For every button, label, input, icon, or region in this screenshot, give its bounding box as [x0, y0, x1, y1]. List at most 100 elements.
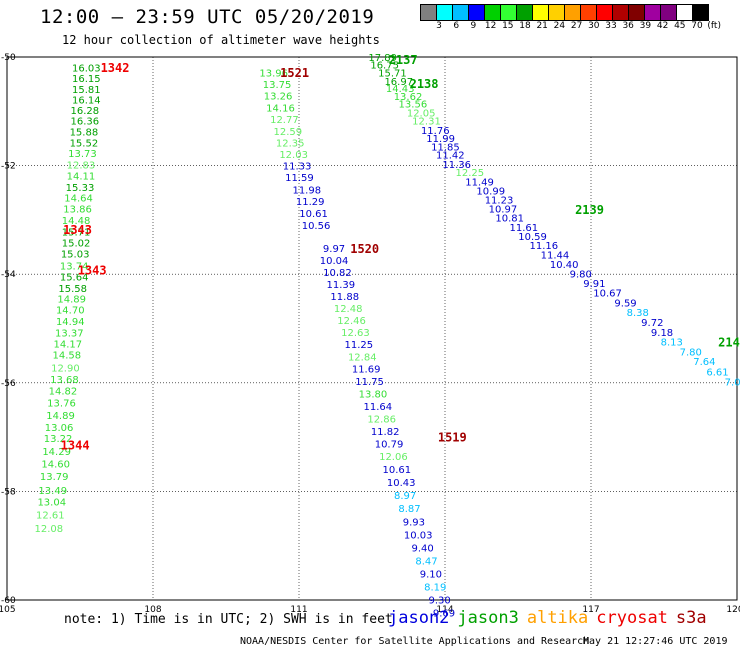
wave-height-label: 14.94 — [56, 317, 85, 328]
colorbar-labels: 3 6 9 12 15 18 21 24 27 30 33 36 39 42 45 70 (ft) — [420, 21, 740, 35]
x-tick-label: 108 — [144, 605, 161, 615]
wave-height-label: 8.13 — [661, 338, 683, 349]
wave-height-label: 15.33 — [66, 183, 95, 194]
wave-height-label: 10.81 — [495, 214, 524, 225]
wave-height-label: 11.39 — [327, 280, 356, 291]
wave-height-label: 14.82 — [49, 386, 78, 397]
colorbar-tick-label: 27 — [570, 21, 583, 31]
wave-height-label: 10.67 — [593, 289, 622, 300]
wave-height-label: 10.79 — [375, 440, 404, 451]
pass-number-label: 2138 — [410, 77, 439, 91]
wave-height-label: 12.90 — [51, 364, 80, 375]
wave-height-label: 13.86 — [63, 204, 92, 215]
wave-height-label: 14.60 — [41, 460, 70, 471]
y-tick-label: -54 — [1, 270, 16, 280]
colorbar-tick-label: 70 — [691, 21, 703, 31]
wave-height-label: 15.52 — [70, 138, 99, 149]
wave-height-label: 11.61 — [510, 223, 539, 234]
wave-height-label: 11.23 — [485, 195, 514, 206]
wave-height-label: 10.43 — [387, 478, 416, 489]
colorbar — [420, 4, 709, 21]
wave-height-label: 14.89 — [57, 295, 86, 306]
plot-frame — [6, 56, 738, 601]
wave-height-label: 15.03 — [61, 250, 90, 261]
wave-height-label: 15.02 — [62, 239, 91, 250]
colorbar-tick-label: 36 — [622, 21, 634, 31]
colorbar-tick-label: 42 — [656, 21, 669, 31]
wave-height-label: 8.19 — [424, 582, 446, 593]
wave-height-label: 15.71 — [62, 227, 91, 238]
wave-height-label: 11.64 — [364, 402, 393, 413]
wave-height-label: 13.26 — [264, 92, 293, 103]
wave-height-label: 14.29 — [42, 447, 71, 458]
wave-height-label: 11.85 — [431, 143, 460, 154]
wave-height-label: 11.76 — [421, 126, 450, 137]
pass-labels: 1342 1343 1343 1344 1521 1520 1519 2137 2138 2139… — [61, 53, 740, 453]
wave-height-label: 7.64 — [693, 357, 715, 368]
wave-height-label: 16.97 — [384, 77, 413, 88]
pass-number-label: 1343 — [63, 223, 92, 237]
wave-height-label: 14.89 — [46, 411, 75, 422]
wave-height-label: 7.80 — [680, 347, 702, 358]
wave-height-label: 16.75 — [370, 61, 399, 72]
colorbar-tick-label: 18 — [519, 21, 531, 31]
wave-height-label: 12.48 — [334, 304, 363, 315]
colorbar-unit: (ft) — [707, 21, 721, 31]
wave-height-label: 10.61 — [299, 209, 328, 220]
wave-height-label: 13.73 — [68, 149, 97, 160]
pass-number-label: 1344 — [61, 439, 90, 453]
chart-subtitle: 12 hour collection of altimeter wave hei… — [62, 33, 380, 47]
wave-height-label: 9.91 — [583, 279, 605, 290]
x-tick-label: 105 — [0, 605, 16, 615]
wave-height-label: 13.56 — [399, 100, 428, 111]
wave-height-label: 16.28 — [71, 106, 100, 117]
grid-layer — [6, 56, 738, 601]
wave-height-label: 13.68 — [50, 375, 79, 386]
pass-number-label: 2140 — [718, 336, 740, 350]
wave-height-label: 13.22 — [44, 434, 73, 445]
wave-height-label: 14.11 — [67, 171, 96, 182]
chart-title: 12:00 – 23:59 UTC 05/20/2019 — [40, 6, 375, 28]
wave-height-label: 15.81 — [72, 85, 101, 96]
wave-height-label: 11.33 — [283, 162, 312, 173]
wave-height-label: 10.82 — [323, 268, 352, 279]
colorbar-tick-label: 24 — [553, 21, 566, 31]
wave-height-label: 13.80 — [359, 390, 388, 401]
colorbar-tick-label: 39 — [639, 21, 652, 31]
wave-height-label: 14.43 — [386, 84, 415, 95]
wave-height-label: 11.42 — [436, 151, 465, 162]
wave-height-label: 11.59 — [285, 173, 314, 184]
pass-number-label: 2137 — [389, 53, 418, 67]
wave-height-label: 14.17 — [54, 340, 83, 351]
pass-number-label: 1342 — [101, 61, 130, 75]
colorbar-tick-label: 45 — [674, 21, 686, 31]
wave-height-label: 15.58 — [58, 284, 87, 295]
wave-height-label: 7.0 — [725, 378, 740, 389]
wave-height-label: 9.97 — [323, 244, 345, 255]
wave-height-label: 13.76 — [47, 398, 76, 409]
pass-number-label: 1521 — [280, 66, 309, 80]
wave-height-label: 8.97 — [394, 491, 416, 502]
wave-height-label: 13.74 — [60, 262, 89, 273]
wave-height-label: 11.82 — [371, 427, 400, 438]
colorbar-tick-label: 15 — [502, 21, 514, 31]
wave-height-label: 10.56 — [302, 221, 331, 232]
wave-height-label: 12.84 — [348, 353, 377, 364]
wave-height-label: 13.62 — [394, 92, 423, 103]
tick-labels: 105 108 111 114 117 120 -50 -52 -54 -56 -58 -60 — [0, 53, 740, 615]
legend-item-jason2: jason2 — [388, 608, 450, 628]
colorbar-tick-label: 12 — [484, 21, 497, 31]
wave-height-label: 12.77 — [270, 115, 299, 126]
satellite-legend: jason2 jason3 altika cryosat s3a — [388, 608, 715, 628]
wave-height-label: 16.36 — [71, 117, 100, 128]
wave-height-label: 9.30 — [429, 595, 451, 606]
wave-height-label: 14.70 — [56, 305, 85, 316]
wave-height-label: 15.88 — [70, 127, 99, 138]
legend-item-altika: altika — [526, 608, 589, 628]
wave-height-label: 9.40 — [411, 543, 433, 554]
colorbar-tick-label: 6 — [453, 21, 460, 31]
footer-credit: NOAA/NESDIS Center for Satellite Applica… — [240, 636, 590, 647]
wave-height-label: 6.61 — [706, 367, 728, 378]
wave-height-label: 13.06 — [45, 423, 74, 434]
wave-height-label: 12.06 — [379, 452, 408, 463]
